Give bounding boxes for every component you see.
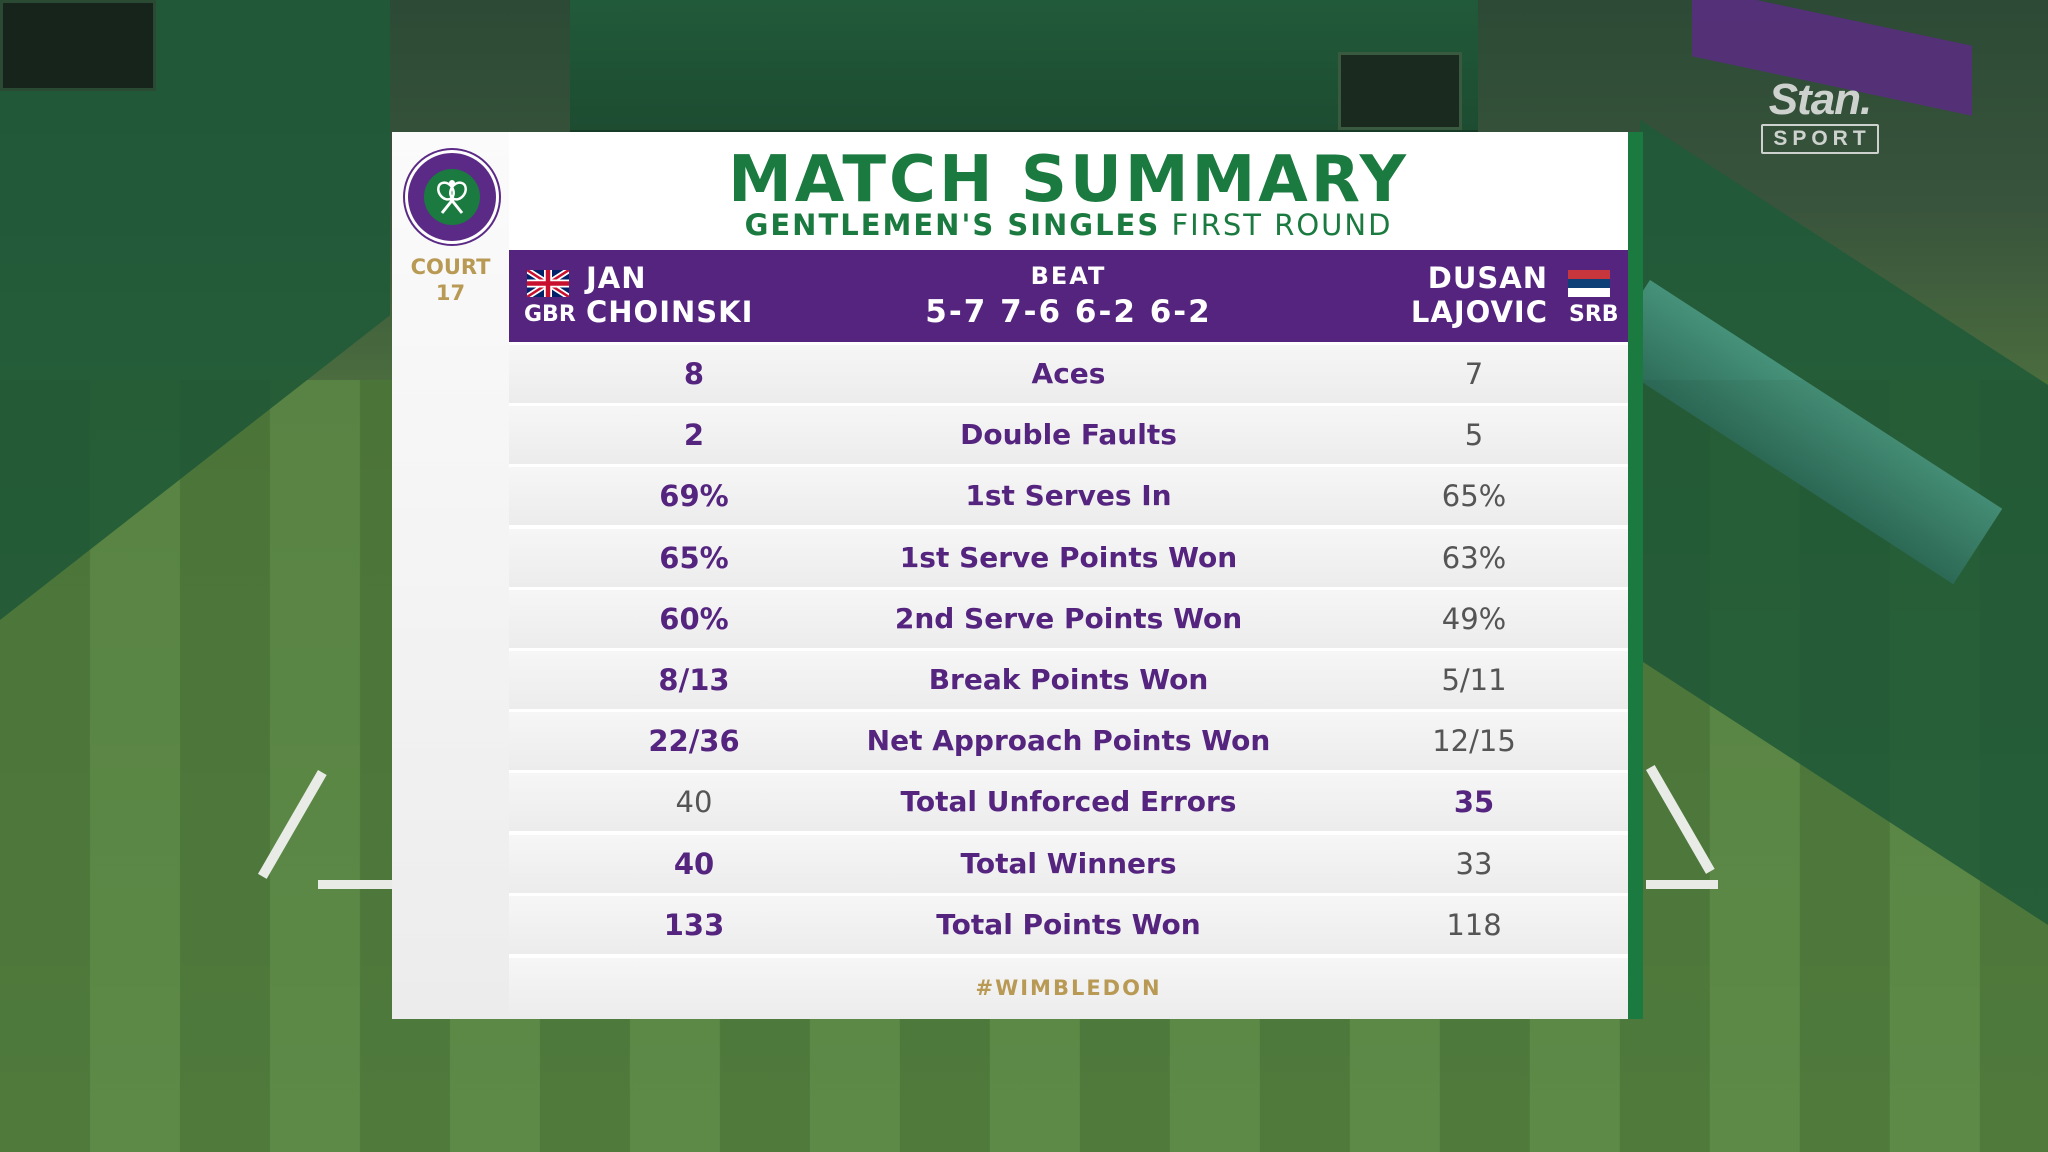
player2-stat-value: 65% xyxy=(1441,479,1507,514)
player1-stat-value: 40 xyxy=(673,846,715,881)
player1-stat-value: 65% xyxy=(659,540,729,575)
player1-stat-value: 40 xyxy=(675,785,713,820)
stat-label: Total Winners xyxy=(960,846,1177,880)
player1-stat-value: 69% xyxy=(659,479,729,514)
player1-stat-value: 8/13 xyxy=(658,662,730,697)
stat-label: 2nd Serve Points Won xyxy=(894,601,1243,635)
stat-label: 1st Serves In xyxy=(965,479,1172,513)
stats-table: 8 Aces 7 2 Double Faults 5 69% 1st Serves In 65%… xyxy=(509,345,1628,957)
player2-stat-value: 33 xyxy=(1455,846,1493,881)
match-score: 5-7 7-6 6-2 6-2 xyxy=(925,294,1212,330)
player2-stat-value: 7 xyxy=(1464,357,1484,391)
green-rail xyxy=(1628,132,1643,1019)
stat-row: 8 Aces 7 xyxy=(509,345,1628,403)
hashtag-footer: #WIMBLEDON xyxy=(509,958,1628,1019)
player2-stat-value: 118 xyxy=(1446,907,1502,942)
court-line xyxy=(1646,880,1718,889)
player1-stat-value: 133 xyxy=(663,907,725,942)
event-name: GENTLEMEN'S SINGLES xyxy=(744,208,1161,242)
player2-stat-value: 12/15 xyxy=(1432,724,1516,759)
scoreboard-left xyxy=(0,0,156,91)
uk-flag-icon xyxy=(527,270,569,297)
player2-last-name: LAJOVIC xyxy=(1410,295,1548,329)
player2-stat-value: 49% xyxy=(1441,601,1507,636)
stat-label: Aces xyxy=(1031,357,1106,390)
broadcaster-brand: Stan. xyxy=(1768,75,1873,124)
wimbledon-logo-icon xyxy=(405,150,499,244)
stat-label: Net Approach Points Won xyxy=(866,724,1271,758)
broadcaster-tag: SPORT xyxy=(1761,124,1879,154)
page-title: MATCH SUMMARY xyxy=(728,143,1409,217)
player1-stat-value: 60% xyxy=(659,601,729,636)
player2-first-name: DUSAN xyxy=(1427,261,1548,295)
stat-row: 133 Total Points Won 118 xyxy=(509,895,1628,954)
court-word: COURT xyxy=(410,255,491,279)
player2-stat-value: 5 xyxy=(1464,418,1484,453)
stat-label: Double Faults xyxy=(960,418,1177,452)
player1-first-name: JAN xyxy=(586,261,647,295)
stat-row: 40 Total Winners 33 xyxy=(509,834,1628,893)
stat-row: 60% 2nd Serve Points Won 49% xyxy=(509,589,1628,648)
player2-stat-value: 63% xyxy=(1441,540,1507,575)
stat-row: 40 Total Unforced Errors 35 xyxy=(509,773,1628,832)
player2-stat-value: 5/11 xyxy=(1441,662,1507,697)
stat-label: Total Points Won xyxy=(936,907,1201,941)
stat-row: 69% 1st Serves In 65% xyxy=(509,467,1628,526)
page-subtitle: GENTLEMEN'S SINGLES FIRST ROUND xyxy=(509,207,1628,243)
stat-row: 8/13 Break Points Won 5/11 xyxy=(509,650,1628,709)
court-number: 17 xyxy=(435,281,466,305)
player1-stat-value: 8 xyxy=(683,357,705,391)
court-label: COURT 17 xyxy=(392,254,509,306)
player1-last-name: CHOINSKI xyxy=(586,295,754,329)
match-summary-panel: COURT 17 MATCH SUMMARY GENTLEMEN'S SINGL… xyxy=(392,132,1643,1019)
broadcaster-logo: Stan. SPORT xyxy=(1756,78,1884,154)
player1-stat-value: 2 xyxy=(683,418,705,453)
court-line xyxy=(318,880,398,889)
round-name: FIRST ROUND xyxy=(1171,208,1393,242)
crossed-rackets-icon xyxy=(424,169,480,225)
stat-label: Break Points Won xyxy=(928,662,1209,696)
players-header: GBR JAN CHOINSKI BEAT 5-7 7-6 6-2 6-2 DU… xyxy=(509,250,1628,342)
player2-country: SRB xyxy=(1569,302,1619,327)
scoreboard-center xyxy=(1338,52,1462,130)
result-word: BEAT xyxy=(1030,262,1107,290)
serbia-flag-icon xyxy=(1568,270,1610,297)
player2-stat-value: 35 xyxy=(1453,785,1495,820)
player1-country: GBR xyxy=(524,302,576,327)
stat-label: 1st Serve Points Won xyxy=(899,540,1238,574)
stat-row: 22/36 Net Approach Points Won 12/15 xyxy=(509,712,1628,771)
stat-label: Total Unforced Errors xyxy=(900,785,1237,819)
stat-row: 2 Double Faults 5 xyxy=(509,406,1628,465)
player1-stat-value: 22/36 xyxy=(648,724,740,759)
side-column: COURT 17 xyxy=(392,132,509,1019)
stat-row: 65% 1st Serve Points Won 63% xyxy=(509,528,1628,587)
